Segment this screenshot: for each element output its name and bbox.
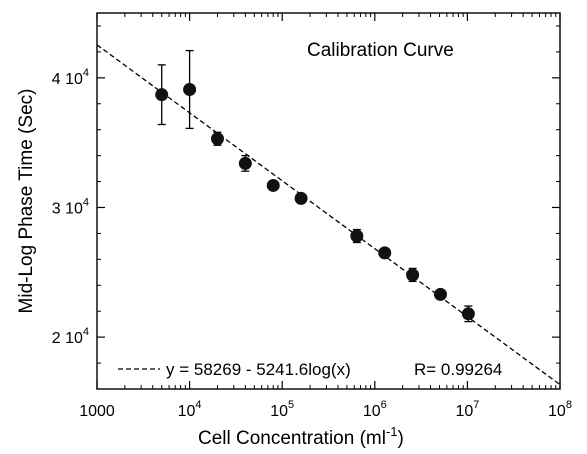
data-points	[155, 49, 475, 323]
y-tick-label: 2 104	[52, 326, 89, 347]
x-tick-label: 107	[455, 399, 479, 420]
plot-frame	[96, 12, 561, 390]
x-tick-labels: 1000 104 105 106 107 108	[79, 399, 572, 420]
y-tick-label: 4 104	[52, 67, 89, 88]
y-tick-label: 3 104	[52, 196, 89, 217]
x-axis-label: Cell Concentration (ml-1)	[198, 424, 404, 449]
x-tick-label: 1000	[79, 403, 115, 420]
axis-ticks	[96, 13, 561, 390]
chart-title: Calibration Curve	[307, 40, 454, 61]
data-point	[378, 246, 392, 260]
data-point	[210, 132, 224, 146]
x-tick-label: 105	[270, 399, 294, 420]
data-point	[238, 156, 252, 170]
data-point	[266, 178, 280, 192]
x-tick-label: 106	[363, 399, 387, 420]
data-point	[350, 229, 364, 243]
x-tick-label: 108	[548, 399, 572, 420]
y-tick-labels: 2 104 3 104 4 104	[52, 67, 89, 347]
x-axis-label-close: )	[398, 428, 404, 449]
x-axis-label-text: Cell Concentration (ml	[198, 428, 386, 449]
data-point	[461, 307, 475, 321]
data-point	[155, 88, 169, 102]
data-point	[183, 82, 197, 96]
legend-r-value: R= 0.99264	[414, 360, 502, 379]
y-axis-label: Mid-Log Phase Time (Sec)	[16, 89, 37, 314]
x-tick-label: 104	[178, 399, 202, 420]
data-point	[406, 268, 420, 282]
data-point	[433, 287, 447, 301]
legend-equation: y = 58269 - 5241.6log(x)	[166, 360, 351, 379]
x-axis-label-unit-exponent: -1	[386, 424, 398, 439]
data-point	[294, 191, 308, 205]
